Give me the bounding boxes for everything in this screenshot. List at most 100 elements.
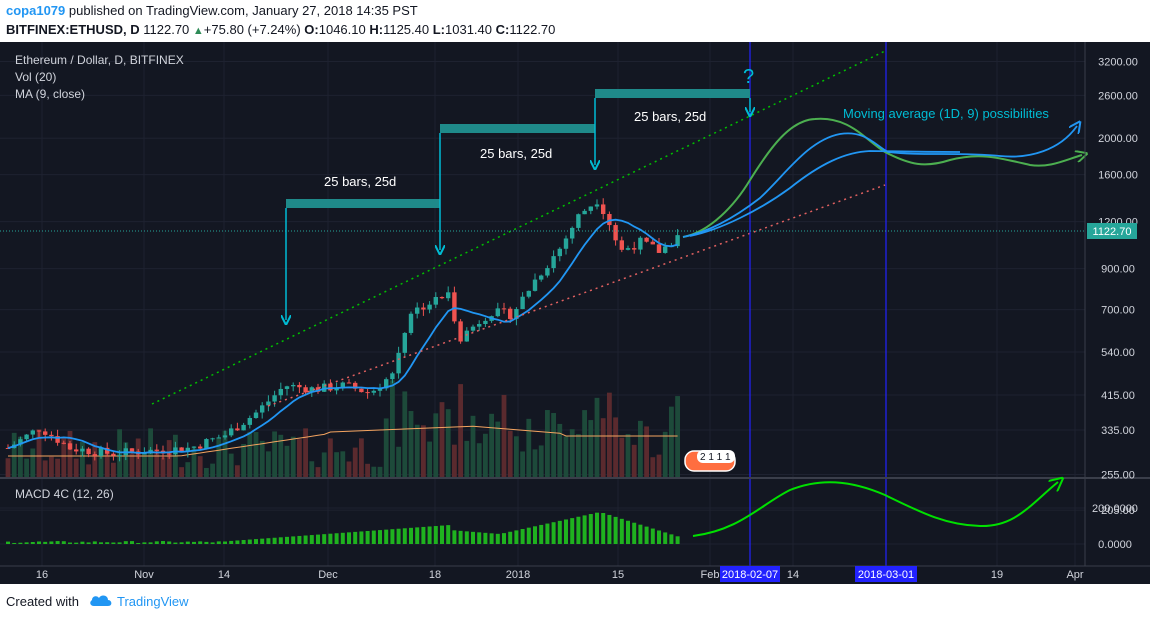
candle xyxy=(421,307,426,310)
volume-bar xyxy=(197,456,203,478)
candle xyxy=(483,320,488,325)
candle xyxy=(477,324,482,327)
projection-blue-1 xyxy=(682,126,1077,238)
volume-bar xyxy=(495,421,501,478)
volume-bar xyxy=(532,449,538,478)
volume-bar xyxy=(489,413,494,478)
volume-bar xyxy=(452,444,457,478)
volume-bar xyxy=(278,434,284,478)
volume-bar xyxy=(458,384,463,478)
publish-line: copa1079 published on TradingView.com, J… xyxy=(6,3,418,18)
volume-bar xyxy=(352,447,358,478)
volume-bar xyxy=(650,457,656,478)
macd-bar xyxy=(526,527,531,544)
macd-bar xyxy=(266,538,271,544)
candle xyxy=(607,214,612,226)
candle xyxy=(458,321,463,342)
time-tick-label: 15 xyxy=(612,569,624,581)
candle xyxy=(520,296,525,310)
candles xyxy=(5,198,680,462)
volume-bar xyxy=(80,441,85,478)
macd-bar xyxy=(6,541,10,544)
macd-bar xyxy=(229,540,234,544)
macd-bar xyxy=(471,531,475,544)
question-mark: ? xyxy=(743,66,754,88)
macd-bar xyxy=(210,542,215,544)
macd-bar xyxy=(130,541,134,544)
candle xyxy=(557,248,562,257)
bar-range-markers xyxy=(286,89,750,320)
legend-title: Ethereum / Dollar, D, BITFINEX xyxy=(15,53,184,67)
candle xyxy=(365,392,370,394)
volume-bar xyxy=(359,438,364,478)
candle xyxy=(117,455,122,457)
low-label: L: xyxy=(432,22,446,37)
time-axis[interactable]: 16 Nov 14 Dec 18 2018 15 Feb 14 19 Apr xyxy=(36,569,1084,581)
publish-header: copa1079 published on TradingView.com, J… xyxy=(0,0,1150,42)
info-badge[interactable]: 2 1 1 1 xyxy=(684,450,736,472)
macd-bar xyxy=(161,541,165,544)
macd-bar xyxy=(198,541,203,544)
candle xyxy=(142,453,147,455)
volume-bar xyxy=(445,409,451,478)
macd-bar xyxy=(136,542,141,544)
macd-bar xyxy=(303,535,308,544)
time-tick-label: Apr xyxy=(1066,569,1083,581)
date-marker-badge-1: 2018-02-07 xyxy=(720,566,780,582)
volume-bar xyxy=(247,431,253,478)
candle xyxy=(532,279,538,291)
macd-histogram xyxy=(6,512,680,544)
volume-bar xyxy=(328,438,333,478)
candle xyxy=(340,382,345,389)
volume-bar xyxy=(675,396,680,478)
author-link[interactable]: copa1079 xyxy=(6,3,66,18)
volume-bar xyxy=(160,457,166,478)
macd-bar xyxy=(24,542,29,544)
price-tick-label: 2000.00 xyxy=(1098,133,1138,145)
candle xyxy=(644,237,649,242)
candle xyxy=(638,237,643,250)
volume-bar xyxy=(569,429,575,478)
macd-bar xyxy=(619,518,624,544)
macd-bar xyxy=(632,522,637,544)
ohlc-line: BITFINEX:ETHUSD, D 1122.70 ▲+75.80 (+7.2… xyxy=(6,22,555,37)
macd-bar xyxy=(123,541,128,544)
time-tick-label: 14 xyxy=(787,569,799,581)
volume-bar xyxy=(222,430,228,478)
volume-bar xyxy=(142,453,147,478)
candle xyxy=(582,210,587,215)
macd-bar xyxy=(86,542,91,544)
macd-bar xyxy=(18,542,23,544)
tradingview-cloud-icon[interactable] xyxy=(88,592,114,608)
volume-bar xyxy=(588,420,594,478)
candle xyxy=(656,244,662,253)
macd-bar xyxy=(353,531,358,544)
candle xyxy=(514,309,519,319)
volume-bar xyxy=(216,437,222,478)
macd-bar xyxy=(495,533,500,544)
last-price-badge: 1122.70 xyxy=(1087,223,1137,239)
volume-bar xyxy=(42,460,48,478)
candle xyxy=(402,332,407,353)
volume-bar xyxy=(30,448,36,478)
candle xyxy=(61,442,66,444)
candle xyxy=(216,437,221,439)
volume-bar xyxy=(290,436,296,478)
macd-bar xyxy=(148,542,153,544)
price-tick-label: 540.00 xyxy=(1101,347,1135,359)
chart-area[interactable]: 25 bars, 25d 25 bars, 25d 25 bars, 25d ?… xyxy=(0,4,1150,584)
volume-bar xyxy=(98,448,104,478)
volume-bar xyxy=(104,450,110,478)
volume-bar xyxy=(414,424,420,478)
volume-bar xyxy=(185,462,191,478)
price-axis[interactable]: 4400.003200.002600.002000.001600.001200.… xyxy=(1098,4,1138,517)
macd-axis[interactable]: 200.0000 0.0000 xyxy=(1092,503,1138,551)
macd-bar xyxy=(502,533,506,544)
volume-bar xyxy=(204,467,209,478)
volume-bar xyxy=(377,466,383,478)
low-value: 1031.40 xyxy=(445,22,493,37)
tradingview-link[interactable]: TradingView xyxy=(117,594,189,609)
macd-bar xyxy=(309,535,314,544)
ma-possibilities-label: Moving average (1D, 9) possibilities xyxy=(843,106,1049,121)
volume-bar xyxy=(191,448,197,478)
